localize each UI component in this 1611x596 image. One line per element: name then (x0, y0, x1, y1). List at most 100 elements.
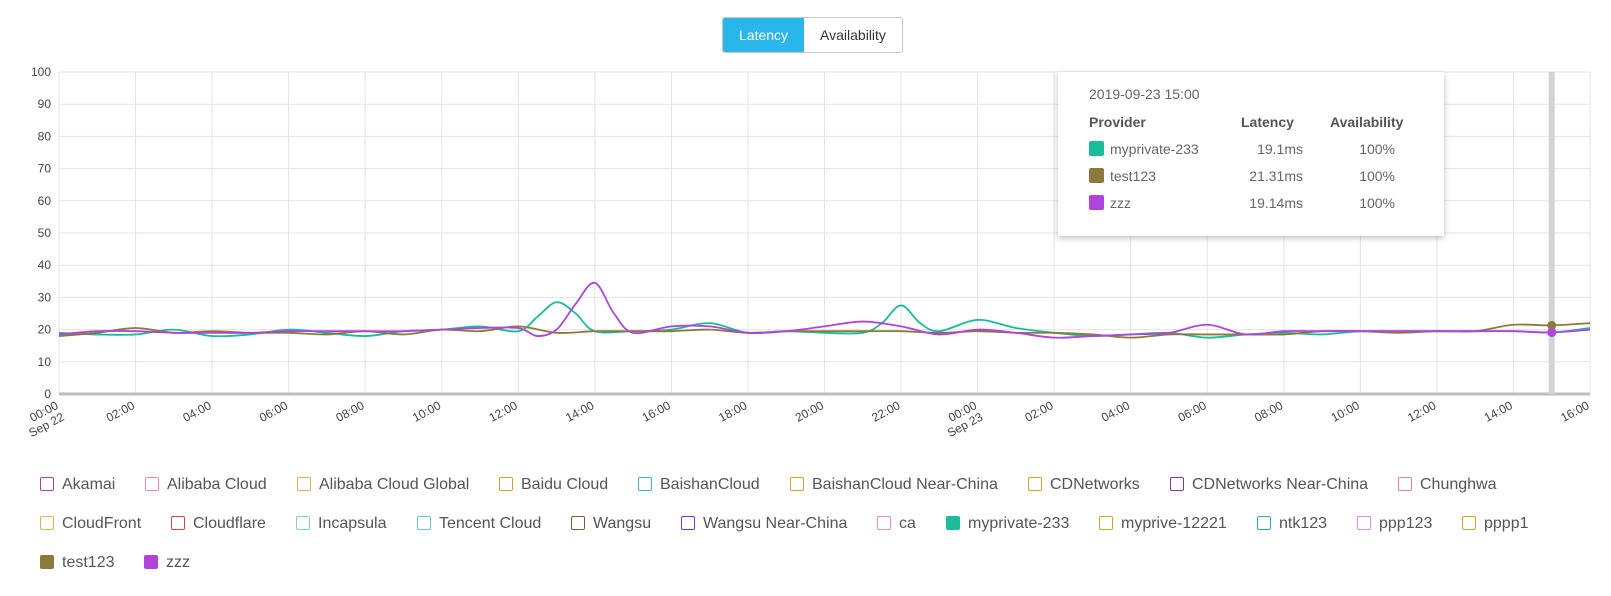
metric-toggle: Latency Availability (722, 17, 903, 53)
x-tick-label: 20:00 (793, 398, 826, 425)
x-tick: 14:00 (1482, 398, 1515, 425)
legend-item[interactable]: BaishanCloud (638, 476, 760, 494)
legend-swatch (1028, 477, 1042, 491)
color-swatch (1089, 168, 1104, 183)
legend-swatch (499, 477, 513, 491)
legend-label: CDNetworks Near-China (1192, 476, 1369, 493)
tooltip-latency: 21.31ms (1249, 168, 1303, 184)
legend-item[interactable]: Incapsula (296, 515, 387, 533)
legend-label: Akamai (62, 476, 116, 493)
x-tick: 10:00 (410, 398, 443, 425)
legend-label: ca (899, 515, 916, 532)
legend-label: ntk123 (1279, 515, 1328, 532)
x-tick: 06:00 (1176, 398, 1209, 425)
x-tick-label: 04:00 (180, 398, 213, 425)
legend-swatch (681, 516, 695, 530)
legend-swatch (1462, 516, 1476, 530)
legend-swatch (417, 516, 431, 530)
legend-item[interactable]: Wangsu Near-China (681, 515, 847, 533)
x-tick-label: 22:00 (869, 398, 902, 425)
tab-latency[interactable]: Latency (723, 18, 805, 52)
legend-label: BaishanCloud (660, 476, 760, 493)
y-tick-label: 30 (38, 290, 52, 304)
legend-label: myprivate-233 (968, 515, 1070, 532)
color-swatch (1089, 195, 1104, 210)
y-tick-label: 10 (38, 355, 52, 369)
legend-label: Incapsula (318, 515, 387, 532)
series-line-zzz (58, 282, 1591, 339)
x-tick-label: 08:00 (334, 398, 367, 425)
legend-label: CloudFront (62, 515, 142, 532)
legend-label: myprive-12221 (1121, 515, 1227, 532)
legend-item[interactable]: Alibaba Cloud Global (297, 476, 469, 494)
legend-item[interactable]: zzz (144, 554, 190, 572)
legend-item[interactable]: Cloudflare (171, 515, 266, 533)
x-tick-label: 06:00 (257, 398, 290, 425)
x-tick-label: 16:00 (640, 398, 673, 425)
legend-swatch (638, 477, 652, 491)
y-tick-label: 20 (38, 323, 52, 337)
legend-label: Cloudflare (193, 515, 266, 532)
x-tick: 02:00 (104, 398, 137, 425)
tooltip-row: myprivate-233 19.1ms 100% (1089, 141, 1409, 161)
legend-label: Wangsu (593, 515, 652, 532)
x-tick: 18:00 (716, 398, 749, 425)
legend-item[interactable]: Chunghwa (1398, 476, 1497, 494)
tooltip-availability: 100% (1359, 168, 1395, 184)
legend-item[interactable]: CDNetworks (1028, 476, 1140, 494)
legend-swatch (296, 516, 310, 530)
legend-label: ppp123 (1379, 515, 1433, 532)
y-tick-label: 60 (38, 194, 52, 208)
tooltip-provider: zzz (1110, 195, 1131, 211)
legend-swatch (144, 555, 158, 569)
legend-label: Alibaba Cloud Global (319, 476, 470, 493)
legend-item[interactable]: BaishanCloud Near-China (790, 476, 998, 494)
tooltip-provider: myprivate-233 (1110, 141, 1199, 157)
legend-item[interactable]: Baidu Cloud (499, 476, 608, 494)
tooltip-row: zzz 19.14ms 100% (1089, 195, 1409, 215)
hover-point-zzz (1547, 327, 1557, 337)
legend-item[interactable]: ca (877, 515, 916, 533)
y-tick-label: 0 (44, 387, 51, 401)
legend-swatch (297, 477, 311, 491)
legend-item[interactable]: Alibaba Cloud (145, 476, 267, 494)
legend-swatch (1257, 516, 1271, 530)
x-tick: 22:00 (869, 398, 902, 425)
legend-label: Alibaba Cloud (167, 476, 267, 493)
legend-item[interactable]: myprive-12221 (1099, 515, 1227, 533)
x-tick-label: 12:00 (1405, 398, 1438, 425)
legend-swatch (1170, 477, 1184, 491)
legend-item[interactable]: ppp123 (1357, 515, 1432, 533)
color-swatch (1089, 141, 1104, 156)
tab-availability[interactable]: Availability (804, 18, 902, 52)
legend-swatch (1398, 477, 1412, 491)
tooltip-latency: 19.14ms (1249, 195, 1303, 211)
x-tick: 04:00 (180, 398, 213, 425)
legend-item[interactable]: test123 (40, 554, 114, 572)
legend-item[interactable]: ntk123 (1257, 515, 1327, 533)
x-tick-label: 12:00 (487, 398, 520, 425)
legend-item[interactable]: CloudFront (40, 515, 141, 533)
legend-label: test123 (62, 554, 115, 571)
legend-swatch (171, 516, 185, 530)
legend-item[interactable]: myprivate-233 (946, 515, 1069, 533)
chart-lines (58, 282, 1591, 339)
tooltip-availability: 100% (1359, 141, 1395, 157)
y-tick-label: 40 (38, 258, 52, 272)
tooltip-availability: 100% (1359, 195, 1395, 211)
x-tick: 16:00 (640, 398, 673, 425)
legend-item[interactable]: Akamai (40, 476, 115, 494)
legend-label: Wangsu Near-China (703, 515, 848, 532)
legend-label: Tencent Cloud (439, 515, 542, 532)
x-tick: 08:00 (1252, 398, 1285, 425)
legend-label: Chunghwa (1420, 476, 1497, 493)
legend-item[interactable]: CDNetworks Near-China (1170, 476, 1368, 494)
hover-point-test123 (1547, 320, 1557, 330)
legend-item[interactable]: Tencent Cloud (417, 515, 541, 533)
legend-item[interactable]: pppp1 (1462, 515, 1529, 533)
legend-label: pppp1 (1484, 515, 1529, 532)
legend-swatch (40, 555, 54, 569)
legend-label: CDNetworks (1050, 476, 1140, 493)
legend-item[interactable]: Wangsu (571, 515, 651, 533)
